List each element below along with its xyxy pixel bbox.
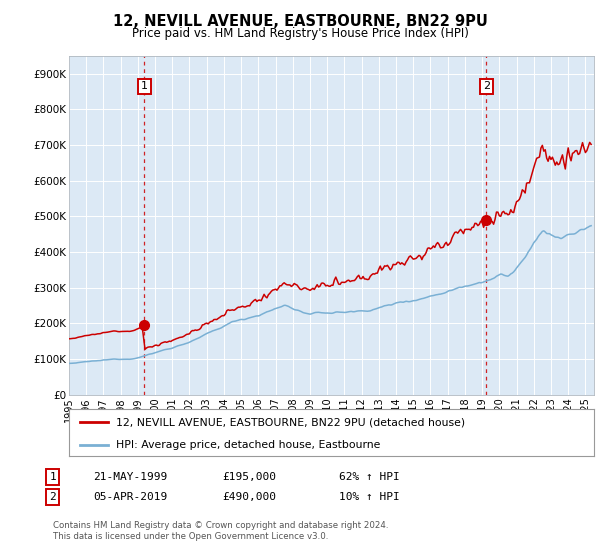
Text: £490,000: £490,000 [222, 492, 276, 502]
Text: 10% ↑ HPI: 10% ↑ HPI [339, 492, 400, 502]
Text: Price paid vs. HM Land Registry's House Price Index (HPI): Price paid vs. HM Land Registry's House … [131, 27, 469, 40]
Text: HPI: Average price, detached house, Eastbourne: HPI: Average price, detached house, East… [116, 440, 380, 450]
Text: 1: 1 [49, 472, 56, 482]
Text: 12, NEVILL AVENUE, EASTBOURNE, BN22 9PU: 12, NEVILL AVENUE, EASTBOURNE, BN22 9PU [113, 14, 487, 29]
Text: 12, NEVILL AVENUE, EASTBOURNE, BN22 9PU (detached house): 12, NEVILL AVENUE, EASTBOURNE, BN22 9PU … [116, 417, 466, 427]
Text: 2: 2 [483, 82, 490, 91]
Text: 21-MAY-1999: 21-MAY-1999 [93, 472, 167, 482]
Text: This data is licensed under the Open Government Licence v3.0.: This data is licensed under the Open Gov… [53, 532, 328, 541]
Text: 05-APR-2019: 05-APR-2019 [93, 492, 167, 502]
Text: Contains HM Land Registry data © Crown copyright and database right 2024.: Contains HM Land Registry data © Crown c… [53, 521, 388, 530]
Text: £195,000: £195,000 [222, 472, 276, 482]
Text: 2: 2 [49, 492, 56, 502]
Text: 1: 1 [141, 82, 148, 91]
Text: 62% ↑ HPI: 62% ↑ HPI [339, 472, 400, 482]
